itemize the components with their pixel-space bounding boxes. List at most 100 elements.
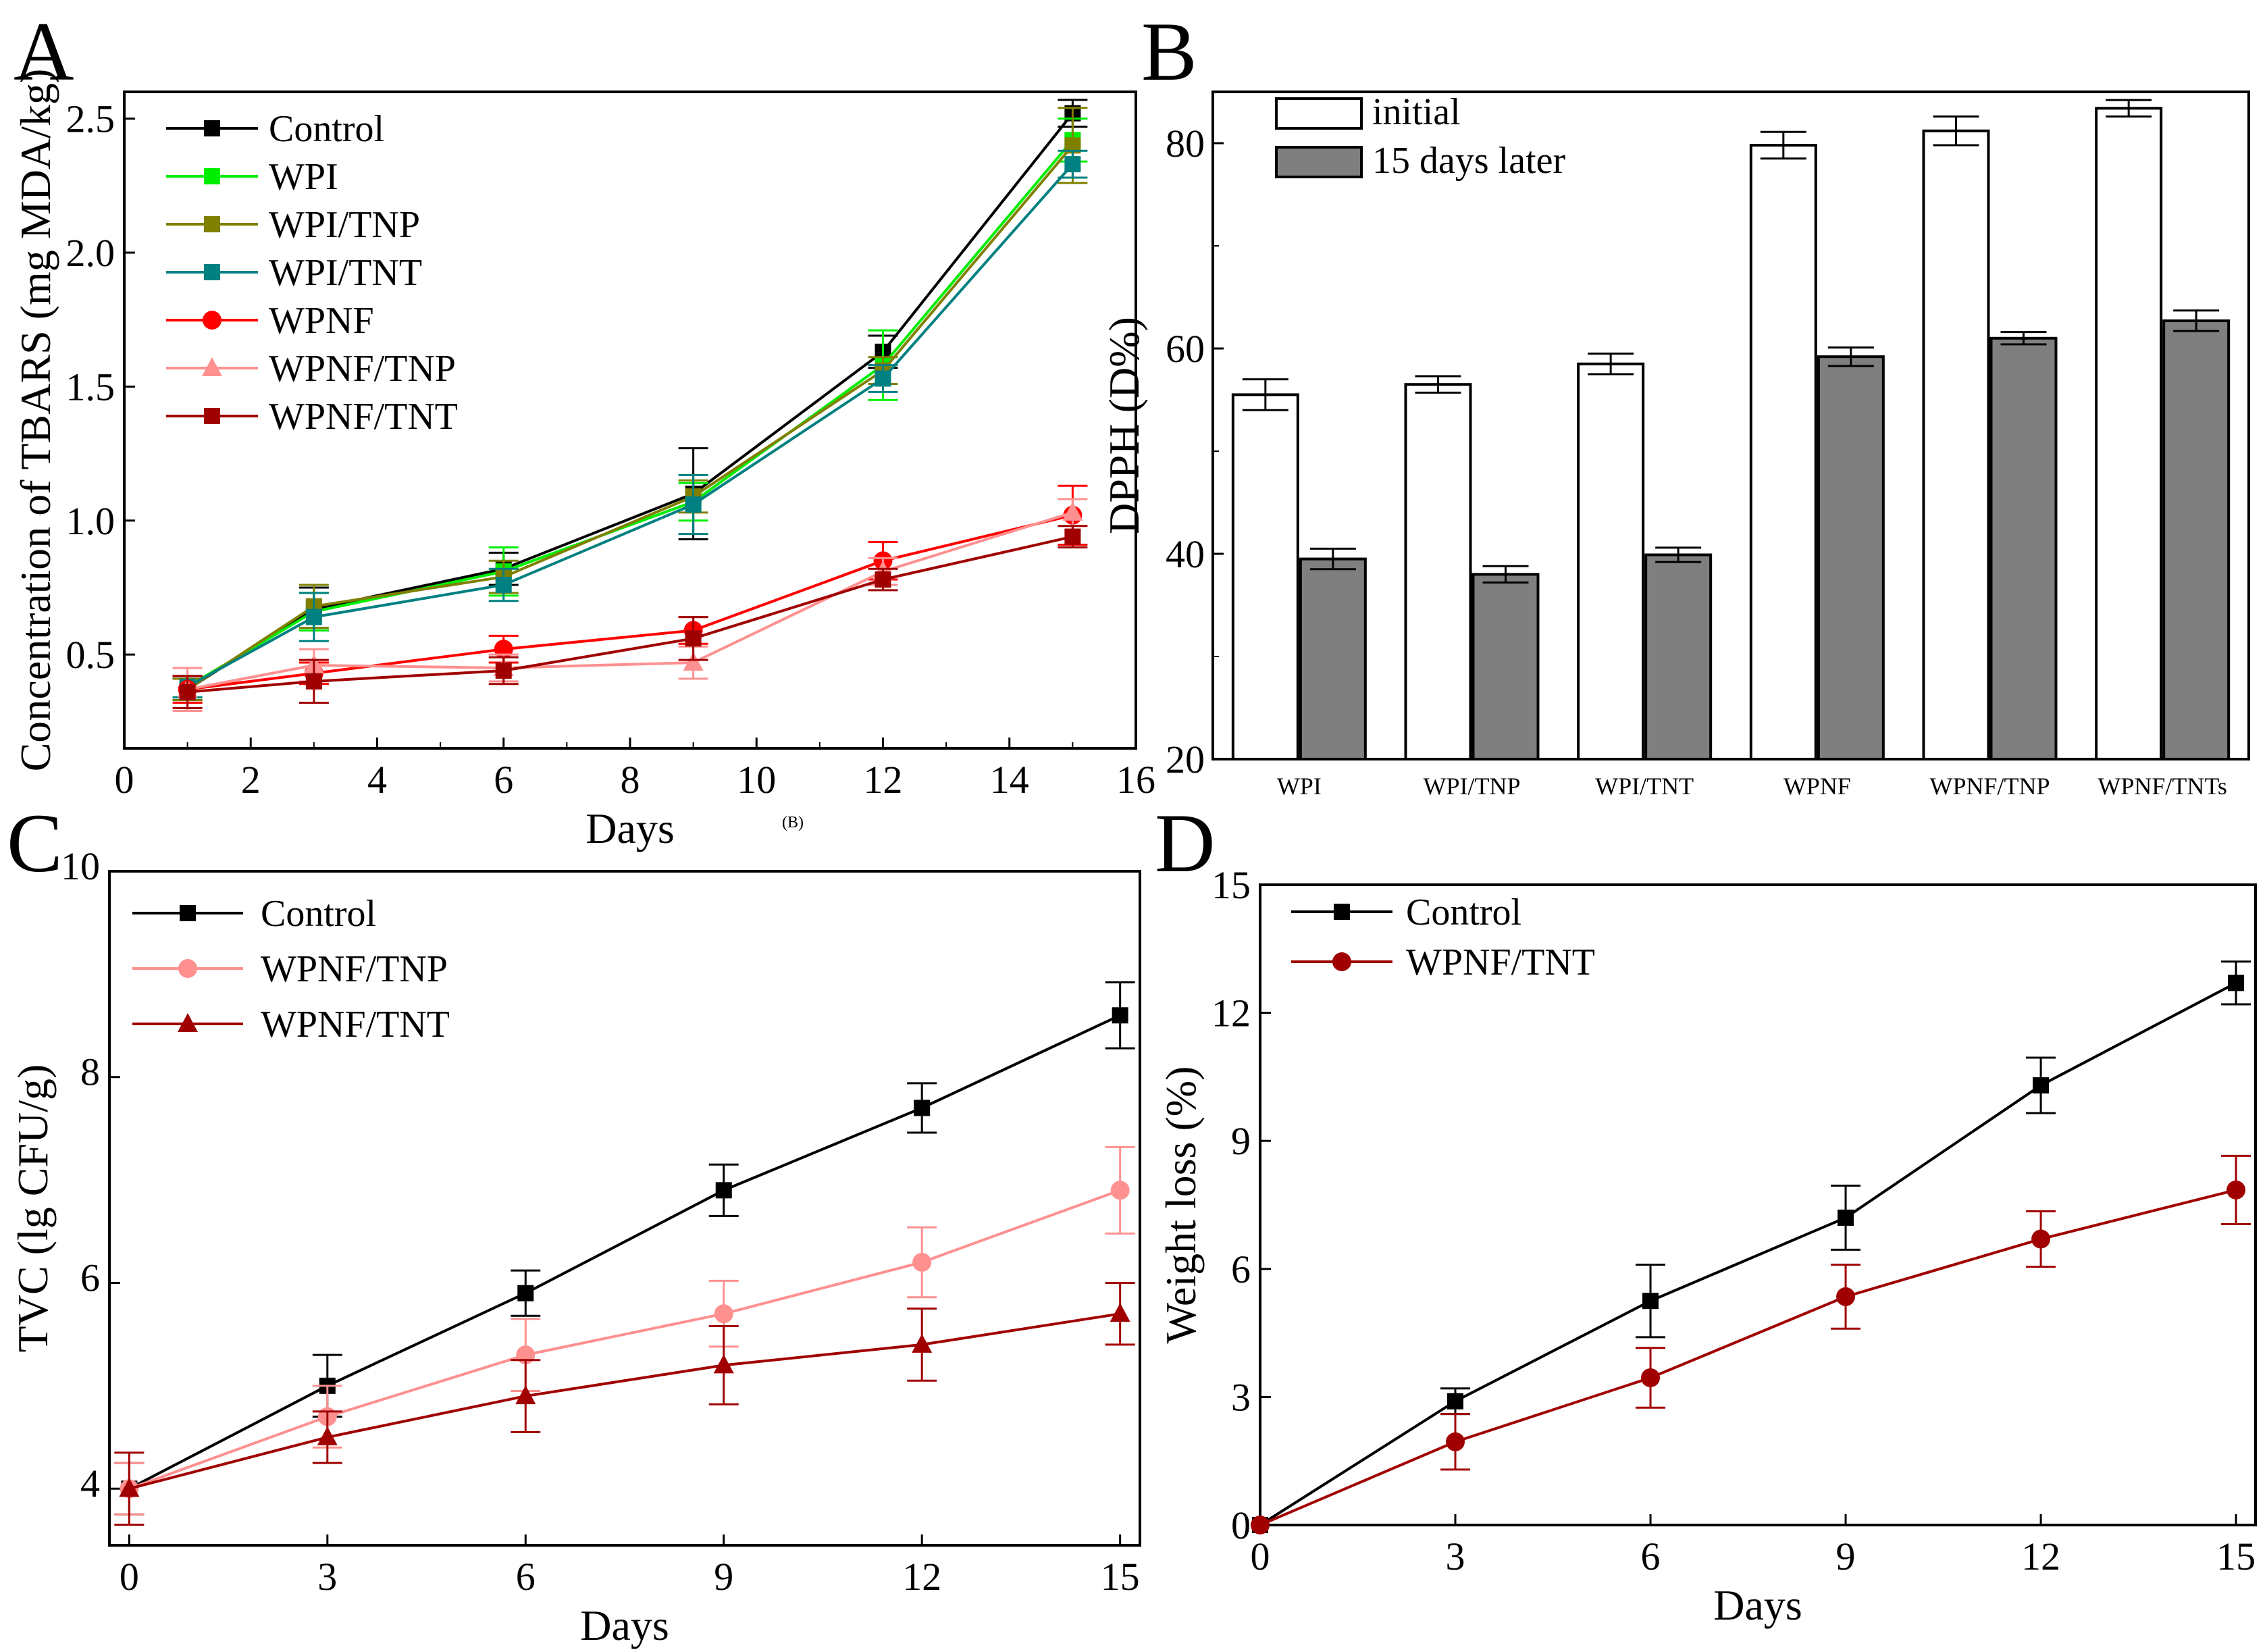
panel-a-legend-label: WPNF (269, 300, 374, 342)
panel-c-legend-marker (180, 905, 196, 921)
panel-d-data-point (2228, 975, 2245, 991)
panel-d-data-point (1251, 1516, 1270, 1534)
panel-a-x-tick-label: 10 (737, 758, 776, 802)
panel-a-x-tick-label: 8 (621, 758, 640, 802)
panel-d-y-tick-label: 15 (1211, 863, 1251, 907)
panel-letter-c: C (7, 797, 63, 889)
panel-c-x-tick-label: 3 (317, 1555, 337, 1599)
panel-a-x-tick-label: 16 (1116, 758, 1155, 802)
panel-b-y-tick-label: 20 (1166, 738, 1205, 781)
panel-c-legend-label: WPNF/TNT (261, 1004, 450, 1046)
panel-d-data-point (1447, 1393, 1464, 1410)
panel-b-y-tick-label: 60 (1166, 327, 1205, 371)
panel-c-y-tick-label: 4 (80, 1462, 100, 1505)
panel-letter-d: D (1155, 797, 1216, 889)
panel-b-legend-swatch (1275, 97, 1363, 130)
panel-b-category-label: WPI/TNP (1424, 773, 1521, 800)
panel-d-weight-loss-chart: 0 3 6 9 12 15 0 3 6 9 12 15 Days Weight loss (%) Contr… (1157, 863, 2257, 1629)
panel-d-series-control (1252, 960, 2251, 1533)
panel-d-data-point (1836, 1287, 1856, 1306)
panel-a-data-point (1064, 156, 1081, 173)
panel-a-legend-marker (204, 216, 220, 232)
panel-d-y-axis-label: Weight loss (%) (1157, 1066, 1205, 1344)
panel-b-bar-initial (1749, 144, 1817, 761)
panel-a-legend-marker (204, 168, 220, 184)
panel-a-data-point (875, 370, 891, 387)
panel-a-legend-label: WPI/TNT (269, 252, 422, 294)
panel-c-series-line (128, 1014, 1121, 1490)
panel-c-series-wpnf-tnp (114, 1145, 1135, 1516)
panel-c-tvc-chart: 0 3 6 9 12 15 4 6 8 10 Days TVC (lg CFU/g) Control WP… (9, 844, 1141, 1649)
panel-d-legend-marker (1334, 904, 1350, 920)
panel-a-tbars-chart: 0 2 4 6 8 10 12 14 16 0.5 1.0 1.5 2.0 2.5 Days Concentr… (11, 69, 1155, 852)
panel-b-bar-15-days-later (1817, 355, 1885, 760)
panel-a-legend-marker (204, 264, 220, 280)
panel-a-data-point (495, 662, 512, 679)
panel-d-y-tick-label: 6 (1231, 1247, 1251, 1291)
panel-b-legend: initial 15 days later (1275, 91, 1565, 182)
panel-d-data-point (1838, 1209, 1854, 1226)
panel-b-bar-initial (2095, 107, 2163, 760)
panel-a-legend-label: WPI (269, 156, 338, 198)
panel-c-data-point (713, 1354, 734, 1374)
panel-b-category-label: WPI/TNT (1595, 773, 1694, 800)
panel-a-y-tick-label: 2.5 (66, 97, 115, 141)
panel-a-y-tick-label: 1.0 (66, 499, 115, 543)
panel-c-legend-marker (178, 959, 197, 978)
panel-c-x-tick-label: 12 (902, 1555, 941, 1599)
panel-c-series-line (128, 1312, 1120, 1491)
panel-c-legend-label: WPNF/TNP (261, 948, 448, 990)
panel-c-y-tick-label: 10 (61, 844, 100, 888)
panel-d-x-tick-label: 9 (1836, 1534, 1856, 1578)
panel-a-legend-label: WPNF/TNP (269, 348, 456, 390)
panel-a-y-tick-label: 0.5 (66, 633, 115, 677)
panel-a-series-wpnf-tnt (172, 525, 1088, 709)
panel-a-series-line (187, 535, 1073, 694)
panel-b-bar-initial (1922, 129, 1990, 760)
panel-c-legend-label: Control (261, 893, 376, 935)
panel-b-bar-15-days-later (1989, 336, 2058, 760)
panel-d-x-tick-label: 3 (1446, 1534, 1465, 1578)
panel-a-data-point (875, 571, 891, 588)
panel-b-legend-swatch (1275, 146, 1363, 178)
panel-a-x-axis-label: Days (585, 804, 675, 852)
panel-a-legend-marker (204, 408, 220, 424)
panel-a-legend: Control WPI WPI/TNP WPI/TNT WPNF WPNF/TNP WPNF… (166, 108, 458, 438)
panel-c-data-point (515, 1385, 536, 1405)
panel-a-series-line (186, 163, 1074, 688)
panel-b-category-label: WPNF/TNTs (2097, 773, 2227, 800)
panel-d-legend: Control WPNF/TNT (1291, 892, 1595, 983)
panel-c-series-line (128, 1189, 1121, 1491)
panel-d-x-tick-label: 15 (2216, 1534, 2256, 1578)
panel-a-data-point (305, 673, 322, 690)
panel-c-x-tick-label: 15 (1101, 1555, 1140, 1599)
panel-a-legend-marker (203, 311, 222, 330)
panel-a-legend-marker (202, 357, 222, 376)
panel-a-legend-label: WPI/TNP (269, 204, 420, 246)
panel-c-data-point (119, 1478, 140, 1497)
panel-a-x-tick-label: 2 (241, 758, 261, 802)
panel-a-y-axis-label: Concentration of TBARS (mg MDA/kg) (11, 69, 59, 772)
panel-d-legend-label: WPNF/TNT (1406, 941, 1595, 983)
panel-b-plot-frame (1211, 91, 2250, 760)
panel-letter-a: A (14, 5, 74, 98)
panel-d-x-tick-label: 6 (1641, 1534, 1661, 1578)
panel-a-data-point (305, 609, 322, 625)
panel-c-legend-marker (178, 1013, 198, 1032)
panel-a-x-tick-label: 12 (864, 758, 903, 802)
panel-d-series-line (1259, 981, 2237, 1526)
panel-b-bar-15-days-later (1299, 557, 1367, 760)
panel-b-dpph-chart: 20 40 60 80 DPPH (D%) WPI WPI/TNP WPI/TNT WPNF WP… (1100, 91, 2250, 800)
panel-c-y-axis-label: TVC (lg CFU/g) (9, 1064, 57, 1353)
panel-b-y-tick-label: 80 (1166, 122, 1205, 165)
panel-a-data-point (683, 652, 704, 671)
panel-d-series-wpnf-tnt (1251, 1154, 2251, 1534)
panel-b-category-label: WPNF (1783, 773, 1851, 800)
panel-b-bar-15-days-later (2162, 319, 2231, 760)
panel-b-bar-15-days-later (1644, 553, 1713, 761)
panel-d-y-tick-label: 0 (1231, 1503, 1251, 1547)
panel-c-data-point (1110, 1181, 1130, 1200)
panel-c-series-wpnf-tnt (114, 1281, 1135, 1526)
panel-b-legend-label: initial (1372, 91, 1461, 133)
